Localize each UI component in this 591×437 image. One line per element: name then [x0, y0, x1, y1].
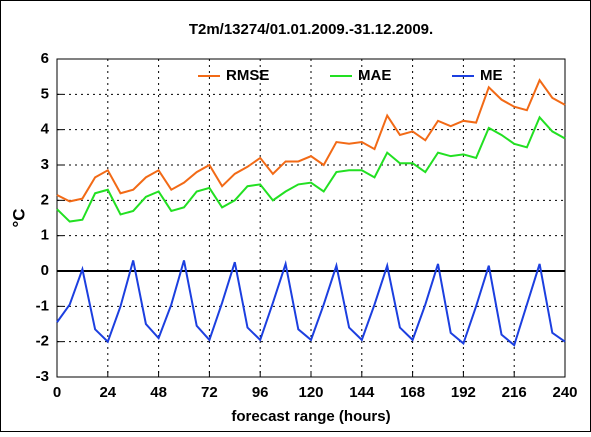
x-tick-label: 96 — [252, 384, 269, 401]
x-tick-label: 48 — [150, 384, 167, 401]
x-tick-label: 192 — [451, 384, 476, 401]
x-tick-label: 168 — [400, 384, 425, 401]
y-tick-label: 1 — [41, 227, 49, 244]
x-tick-label: 24 — [99, 384, 116, 401]
y-tick-label: 2 — [41, 191, 49, 208]
x-tick-label: 0 — [53, 384, 61, 401]
y-tick-label: 0 — [41, 262, 49, 279]
y-tick-label: -1 — [36, 297, 49, 314]
x-tick-label: 216 — [502, 384, 527, 401]
y-tick-label: 6 — [41, 50, 49, 67]
legend-label: RMSE — [226, 67, 269, 84]
y-tick-label: -3 — [36, 368, 49, 385]
x-tick-label: 120 — [298, 384, 323, 401]
series-line — [56, 78, 566, 203]
legend-label: ME — [480, 67, 503, 84]
x-tick-label: 240 — [552, 384, 577, 401]
series-line — [56, 115, 566, 223]
y-tick-label: 3 — [41, 156, 49, 173]
y-tick-label: 4 — [41, 121, 50, 138]
y-axis-label: °C — [9, 208, 28, 227]
series-line — [56, 259, 566, 347]
y-tick-label: -2 — [36, 333, 49, 350]
legend-label: MAE — [358, 67, 391, 84]
x-tick-label: 144 — [349, 384, 375, 401]
x-tick-label: 72 — [201, 384, 218, 401]
x-axis-label: forecast range (hours) — [231, 408, 390, 425]
plot-area — [56, 58, 566, 378]
y-tick-label: 5 — [41, 85, 49, 102]
chart-title: T2m/13274/01.01.2009.-31.12.2009. — [189, 21, 433, 38]
